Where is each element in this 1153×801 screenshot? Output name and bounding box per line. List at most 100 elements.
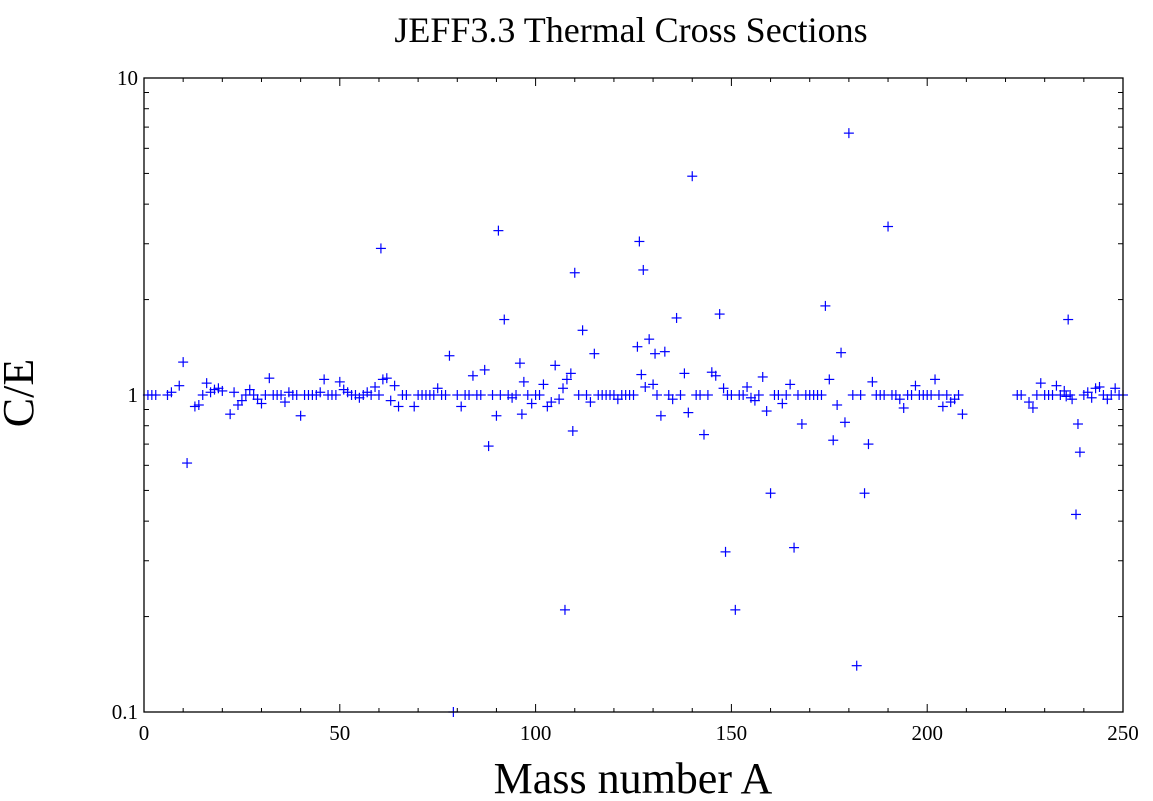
data-point (650, 348, 661, 359)
data-point (244, 384, 255, 395)
data-point (720, 546, 731, 557)
data-point (444, 350, 455, 361)
data-point (644, 334, 655, 345)
x-axis-label: Mass number A (494, 754, 773, 801)
data-point (655, 410, 666, 421)
data-point (174, 380, 185, 391)
data-point (1051, 380, 1062, 391)
data-point (679, 368, 690, 379)
data-point (714, 309, 725, 320)
data-point (276, 390, 287, 400)
data-point (785, 379, 796, 390)
data-point (836, 347, 847, 358)
y-tick-label: 1 (128, 383, 139, 407)
x-tick-label: 200 (911, 721, 943, 745)
data-point (178, 357, 189, 368)
data-point (883, 221, 894, 232)
data-point (577, 325, 588, 336)
data-point (567, 425, 578, 436)
data-point (479, 364, 490, 375)
data-point (859, 488, 870, 499)
data-point (514, 358, 525, 369)
data-point (730, 604, 741, 615)
data-point (828, 435, 839, 446)
y-tick-label: 0.1 (112, 700, 138, 724)
data-point (385, 395, 396, 406)
data-point (375, 243, 386, 254)
data-point (166, 387, 177, 398)
data-point (493, 225, 504, 236)
x-tick-label: 150 (716, 721, 748, 745)
data-point (1110, 383, 1121, 394)
data-point (640, 381, 651, 392)
data-point (628, 390, 639, 400)
data-point (710, 370, 721, 381)
data-point (456, 401, 467, 412)
data-point (738, 390, 749, 400)
data-point (1082, 387, 1093, 398)
data-point (389, 380, 400, 391)
chart-title: JEFF3.3 Thermal Cross Sections (394, 10, 867, 50)
data-point (483, 441, 494, 452)
data-point (581, 390, 592, 400)
data-point (777, 398, 788, 409)
data-point (957, 409, 968, 420)
data-point (225, 409, 236, 420)
data-point (843, 128, 854, 139)
data-point (765, 488, 776, 499)
data-point (634, 236, 645, 247)
data-point (1074, 447, 1085, 458)
data-point (638, 264, 649, 275)
data-point (467, 370, 478, 381)
data-point (753, 390, 764, 400)
data-point (1072, 419, 1083, 430)
x-axis: 0 50 100 150 200 250 (139, 78, 1139, 745)
x-tick-label: 250 (1107, 721, 1139, 745)
data-point (589, 348, 600, 359)
data-point (538, 379, 549, 390)
data-point (432, 383, 443, 394)
data-point (319, 374, 330, 385)
data-point (671, 312, 682, 323)
data-point (334, 376, 345, 387)
data-point (393, 401, 404, 412)
data-point (824, 374, 835, 385)
data-point (534, 390, 545, 400)
data-point (941, 390, 952, 400)
data-point (855, 390, 866, 400)
data-point (757, 371, 768, 382)
data-point (1016, 390, 1027, 400)
data-point (910, 380, 921, 391)
data-point (675, 390, 686, 400)
data-point (565, 368, 576, 379)
data-point (475, 390, 486, 400)
data-point (511, 390, 522, 400)
data-point (279, 397, 290, 408)
data-point (1071, 509, 1082, 520)
data-point (491, 410, 502, 421)
x-tick-label: 0 (139, 721, 150, 745)
data-point (197, 390, 208, 400)
data-point (687, 171, 698, 182)
data-point (651, 390, 662, 400)
data-point (742, 381, 753, 392)
data-point (499, 314, 510, 325)
data-point (1065, 390, 1076, 400)
plot-frame (143, 77, 1124, 713)
data-point (863, 439, 874, 450)
data-point (1086, 392, 1097, 403)
data-point (816, 390, 827, 400)
x-tick-label: 50 (329, 721, 350, 745)
data-point (558, 383, 569, 394)
data-point (516, 409, 527, 420)
data-point (781, 390, 792, 400)
data-point (667, 394, 678, 405)
data-point (1067, 394, 1078, 405)
data-point (761, 406, 772, 417)
data-point (839, 417, 850, 428)
y-axis-label: C/E (0, 359, 43, 427)
data-point (193, 399, 204, 410)
data-point (182, 458, 193, 469)
data-point (217, 385, 228, 396)
data-point (315, 387, 326, 398)
